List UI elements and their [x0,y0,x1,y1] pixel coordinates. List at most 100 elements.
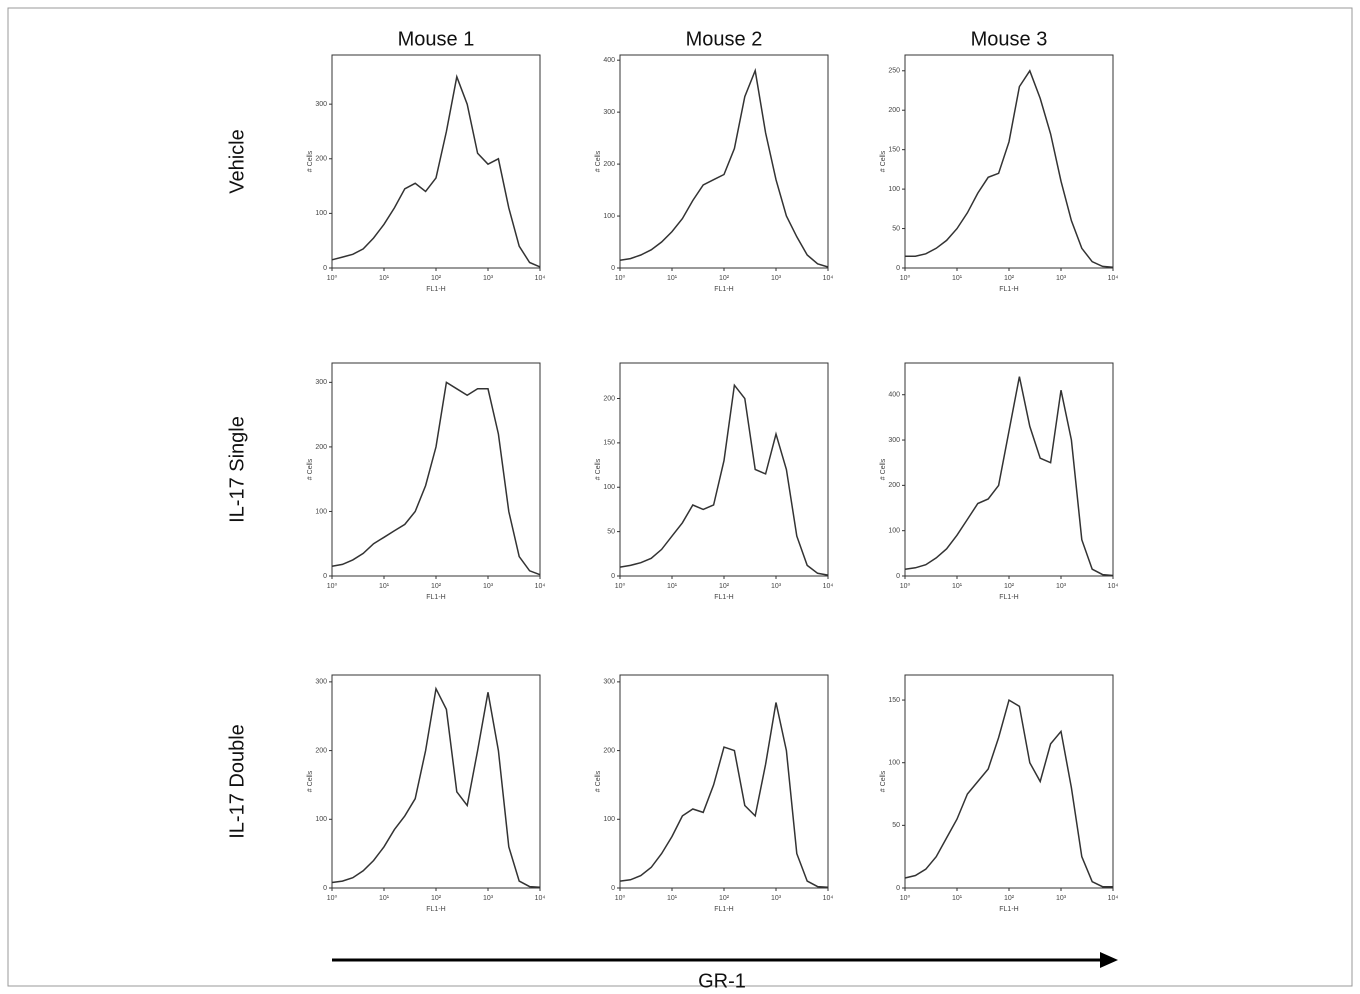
y-tick-label: 300 [315,679,327,686]
x-tick-label: 10² [431,583,442,590]
column-label: Mouse 3 [971,28,1048,50]
y-axis-label: # Cells [307,458,314,480]
y-tick-label: 100 [315,508,327,515]
row-label: IL-17 Double [226,724,248,839]
histogram-line [904,376,1114,577]
histogram-line [331,74,541,268]
arrow-head [1100,952,1118,968]
x-tick-label: 10² [1004,275,1015,282]
x-tick-label: 10¹ [667,275,678,282]
y-axis-label: # Cells [595,770,602,792]
y-axis-label: # Cells [880,150,887,172]
x-tick-label: 10⁰ [900,582,911,590]
y-tick-label: 300 [603,679,615,686]
x-axis-label: FL1-H [426,286,445,293]
x-tick-label: 10² [719,275,730,282]
x-tick-label: 10⁴ [1108,895,1119,902]
x-tick-label: 10¹ [379,895,390,902]
y-tick-label: 100 [603,484,615,491]
y-tick-label: 0 [611,573,615,580]
y-tick-label: 0 [323,885,327,892]
histogram-line [904,698,1113,888]
x-tick-label: 10⁴ [823,583,834,590]
y-tick-label: 0 [323,265,327,272]
y-tick-label: 200 [603,395,615,402]
y-tick-label: 0 [896,265,900,272]
figure-frame [7,7,1353,987]
x-tick-label: 10² [431,895,442,902]
x-tick-label: 10¹ [667,583,678,590]
x-axis-label: FL1-H [426,594,445,601]
y-tick-label: 100 [315,816,327,823]
y-axis-label: # Cells [307,150,314,172]
row-label: IL-17 Single [226,416,248,523]
y-tick-label: 100 [888,760,900,767]
x-tick-label: 10⁴ [535,583,546,590]
x-tick-label: 10⁴ [535,895,546,902]
x-tick-label: 10⁴ [823,275,834,282]
x-tick-label: 10¹ [952,275,963,282]
x-axis-title: GR-1 [698,970,746,992]
y-tick-label: 300 [888,437,900,444]
x-tick-label: 10¹ [379,583,390,590]
x-tick-label: 10¹ [667,895,678,902]
y-tick-label: 200 [315,156,327,163]
x-tick-label: 10³ [483,275,494,282]
y-tick-label: 200 [315,747,327,754]
y-tick-label: 400 [603,57,615,64]
x-tick-label: 10² [719,583,730,590]
x-tick-label: 10³ [483,583,494,590]
column-label: Mouse 2 [686,28,763,50]
x-tick-label: 10⁴ [1108,275,1119,282]
column-label: Mouse 1 [398,28,475,50]
y-tick-label: 300 [603,109,615,116]
x-tick-label: 10² [1004,895,1015,902]
x-axis-label: FL1-H [714,594,733,601]
x-axis-label: FL1-H [999,906,1018,913]
y-axis-label: # Cells [880,770,887,792]
histogram-line [619,702,829,889]
y-tick-label: 100 [603,816,615,823]
x-tick-label: 10³ [1056,895,1067,902]
y-tick-label: 100 [888,186,900,193]
x-tick-label: 10² [1004,583,1015,590]
x-tick-label: 10⁰ [615,894,626,902]
x-axis-label: FL1-H [426,906,445,913]
x-tick-label: 10² [431,275,442,282]
x-tick-label: 10³ [483,895,494,902]
x-tick-label: 10⁴ [823,895,834,902]
y-tick-label: 50 [892,822,900,829]
y-tick-label: 300 [315,379,327,386]
x-tick-label: 10⁴ [535,275,546,282]
row-label: Vehicle [226,129,248,194]
x-tick-label: 10³ [1056,583,1067,590]
y-axis-label: # Cells [595,150,602,172]
x-tick-label: 10⁰ [327,274,338,282]
y-tick-label: 100 [315,210,327,217]
x-tick-label: 10⁰ [615,274,626,282]
y-axis-label: # Cells [307,770,314,792]
y-tick-label: 0 [896,573,900,580]
y-tick-label: 50 [607,528,615,535]
y-tick-label: 50 [892,225,900,232]
y-tick-label: 0 [611,265,615,272]
x-tick-label: 10³ [771,895,782,902]
x-tick-label: 10³ [771,275,782,282]
y-tick-label: 200 [603,747,615,754]
x-tick-label: 10³ [771,583,782,590]
histogram-line [331,381,541,576]
x-tick-label: 10⁴ [1108,583,1119,590]
histogram-line [905,69,1114,268]
y-axis-label: # Cells [595,458,602,480]
y-axis-label: # Cells [880,458,887,480]
x-tick-label: 10⁰ [900,894,911,902]
y-tick-label: 0 [896,885,900,892]
histogram-line [619,67,829,268]
x-axis-label: FL1-H [999,286,1018,293]
histogram-line [619,383,829,576]
histogram-line [331,686,541,889]
x-axis-label: FL1-H [714,906,733,913]
y-tick-label: 150 [888,147,900,154]
y-tick-label: 400 [888,392,900,399]
